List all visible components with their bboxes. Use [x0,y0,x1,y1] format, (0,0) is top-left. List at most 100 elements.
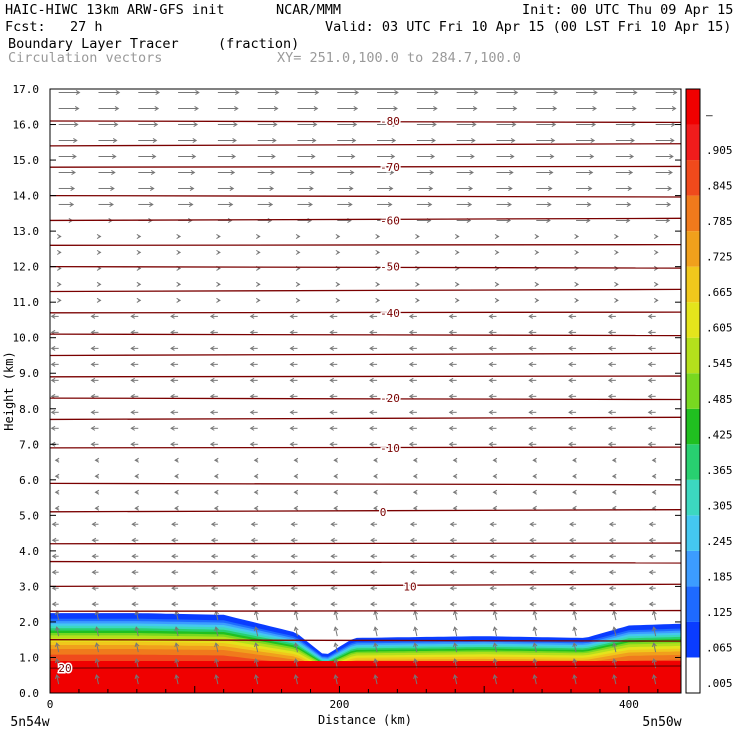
vector-arrowhead [607,329,613,335]
vector-arrowhead [176,281,182,287]
vector-arrowhead [130,345,135,351]
vector-arrowhead [532,626,538,632]
vector-arrowhead [528,441,533,447]
vector-arrowhead [289,329,295,335]
vector-arrowhead [349,170,355,175]
forecast-hour: Fcst: 27 h [5,19,103,35]
circulation-vector [613,611,617,621]
circulation-vector [334,675,338,685]
circulation-vector [135,643,139,653]
vector-arrowhead [492,457,498,463]
vector-arrowhead [50,361,56,367]
vector-arrowhead [90,361,96,367]
vector-arrowhead [234,106,239,112]
org-label: NCAR/MMM [276,2,342,18]
vector-arrowhead [253,626,259,632]
vector-arrowhead [130,313,135,319]
vector-arrowhead [174,489,179,495]
temperature-contour [49,639,682,642]
temperature-contour [49,265,682,269]
vector-arrowhead [375,233,381,239]
circulation-vector [294,643,298,653]
vector-arrowhead [548,170,554,175]
vector-arrowhead [335,297,341,303]
vector-arrowhead [413,626,418,632]
circulation-vector [533,643,537,653]
vector-arrowhead [432,122,437,128]
vector-arrowhead [628,170,634,175]
vector-arrowhead [433,90,439,96]
vector-arrowhead [54,626,60,632]
vector-arrowhead [213,505,219,511]
init-time: Init: 00 UTC Thu 09 Apr 15 [522,2,734,18]
vector-arrowhead [174,505,179,511]
vector-arrowhead [390,154,396,159]
vector-arrowhead [54,473,60,479]
vector-arrowhead [50,425,56,431]
circulation-vector [573,627,577,637]
vector-arrowhead [529,585,534,591]
vector-arrowhead [413,674,418,680]
vector-arrowhead [408,361,414,367]
vector-arrowhead [270,170,275,175]
vector-arrowhead [273,106,279,112]
y-tick-label: 13.0 [13,225,40,238]
vector-arrowhead [176,249,182,255]
circulation-vector [573,643,577,653]
vector-arrowhead [607,441,613,447]
vector-arrowhead [648,585,654,591]
vector-arrowhead [614,281,619,287]
vector-arrowhead [250,537,256,543]
circulation-vector [95,627,99,637]
vector-arrowhead [209,393,215,399]
vector-arrowhead [370,537,375,543]
vector-arrowhead [608,521,614,527]
vector-arrowhead [529,601,534,607]
vector-arrowhead [510,138,516,144]
vector-arrowhead [54,658,60,664]
colorbar-label: .305 [706,499,733,512]
circulation-vector [175,659,179,669]
circulation-vector [175,675,179,685]
vector-arrowhead [209,409,215,415]
vector-arrowhead [312,122,318,128]
vector-arrowhead [234,90,240,96]
vector-arrowhead [408,393,414,399]
circulation-vector [454,611,458,621]
vector-arrowhead [452,626,458,632]
vector-arrowhead [413,642,418,648]
vector-arrowhead [131,521,136,527]
vector-arrowhead [528,393,533,399]
colorbar-swatch [686,621,700,658]
vector-arrowhead [647,361,653,367]
vector-arrowhead [329,313,334,319]
vector-arrowhead [213,489,219,495]
vector-arrowhead [608,601,614,607]
circulation-vector [374,675,378,685]
vector-arrowhead [568,393,573,399]
vector-arrowhead [653,281,659,287]
colorbar-label: .185 [706,570,733,583]
vector-arrowhead [632,90,638,96]
vector-arrowhead [574,249,580,255]
vector-arrowhead [427,201,433,207]
vector-arrowhead [607,425,613,431]
vector-arrowhead [51,553,57,559]
vector-arrowhead [329,345,334,351]
vector-arrowhead [454,233,460,239]
vector-arrowhead [253,505,259,511]
colorbar-swatch [686,657,700,693]
vector-arrowhead [150,170,156,175]
vector-arrowhead [415,281,420,287]
vector-arrowhead [593,90,598,96]
vector-arrowhead [188,201,194,207]
vector-arrowhead [130,377,135,383]
vector-arrowhead [353,106,359,112]
vector-arrowhead [408,441,414,447]
vector-arrowhead [333,457,338,463]
vector-arrowhead [329,361,334,367]
vector-arrowhead [665,217,671,223]
model-title: HAIC-HIWC 13km ARW-GFS init [5,2,225,18]
vector-arrowhead [249,393,255,399]
contour-label: 10 [403,580,416,593]
